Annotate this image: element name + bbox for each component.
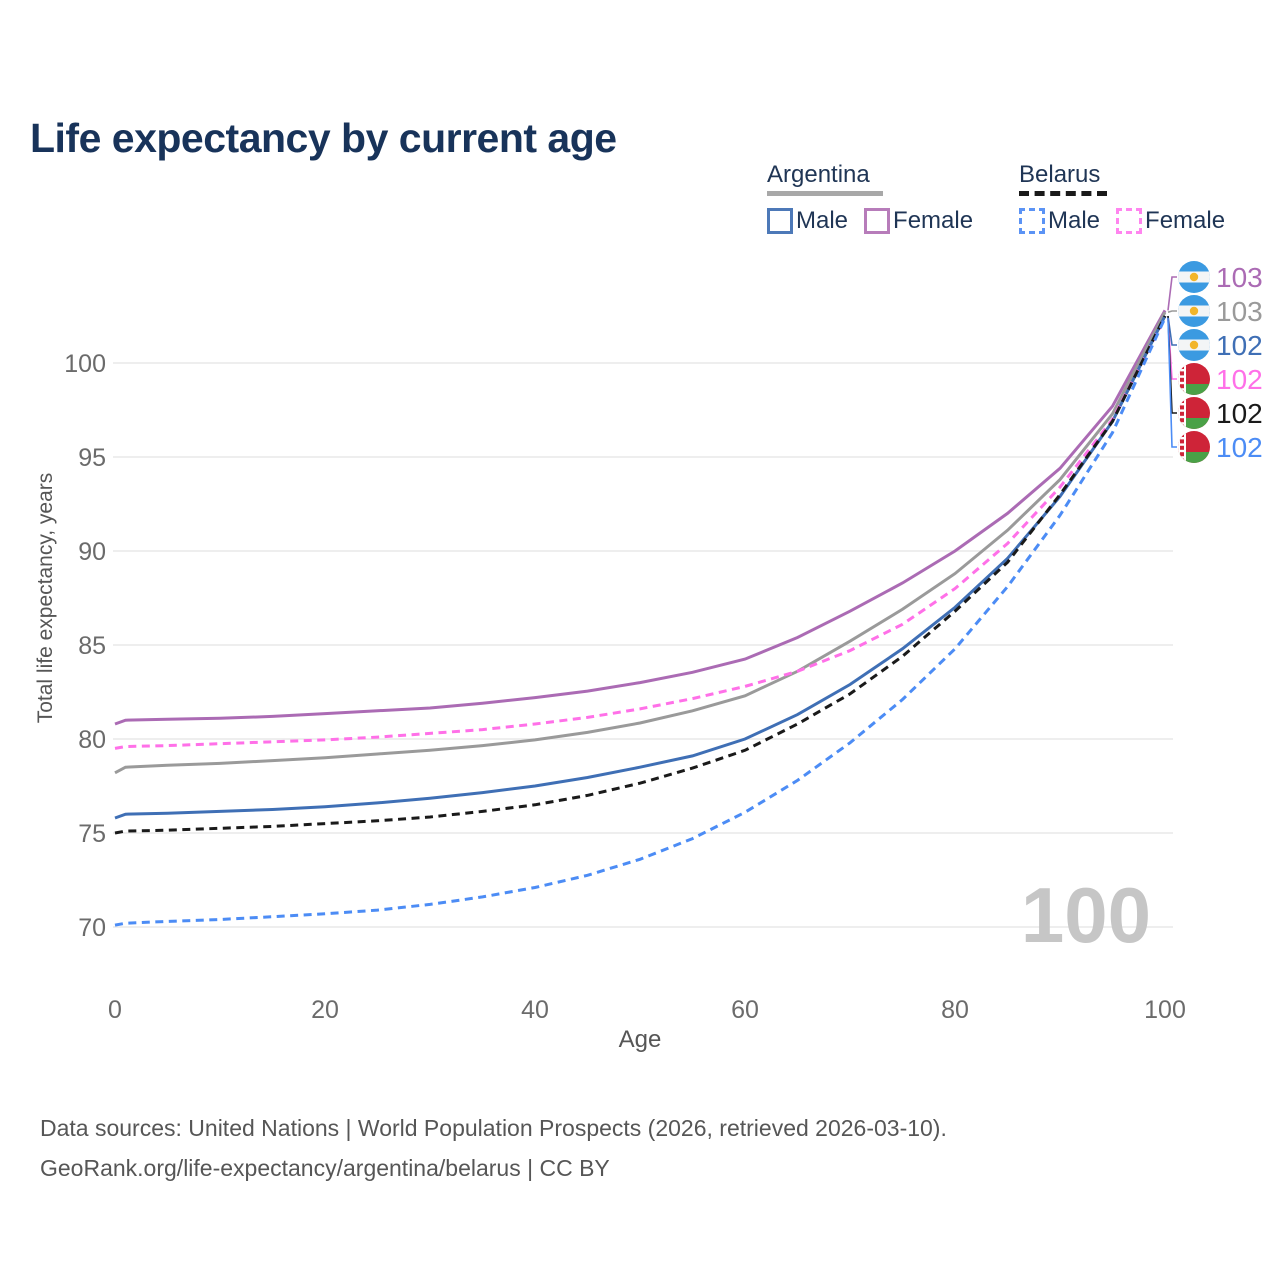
y-tick-100: 100 <box>64 350 106 378</box>
flag-ornament <box>1180 418 1184 423</box>
end-value-label-4: 102 <box>1216 398 1263 429</box>
flag-ornament <box>1180 399 1184 403</box>
flag-band <box>1178 384 1210 395</box>
flag-ornament <box>1180 384 1184 389</box>
legend-item-belarus-male[interactable]: Male <box>1019 207 1100 235</box>
flag-ornament <box>1180 365 1184 369</box>
end-value-label-5: 102 <box>1216 432 1263 463</box>
series-line-belarus-male <box>114 317 1167 927</box>
flag-ornament <box>1180 405 1184 410</box>
y-tick-95: 95 <box>78 444 106 472</box>
x-tick-100: 100 <box>1144 996 1186 1024</box>
x-tick-60: 60 <box>731 996 759 1024</box>
y-tick-85: 85 <box>78 632 106 660</box>
x-tick-0: 0 <box>108 996 122 1024</box>
belarus-flag-icon <box>1178 363 1210 395</box>
legend-title-belarus: Belarus <box>1019 161 1101 188</box>
flag-ornament <box>1180 458 1184 463</box>
flag-band <box>1178 452 1210 463</box>
flag-ornament <box>1180 377 1184 382</box>
leader-line-2 <box>1167 315 1177 346</box>
series-line-belarus-female <box>114 317 1167 750</box>
legend-swatch-belarus-male[interactable] <box>1019 208 1045 234</box>
legend-group-argentina: Argentina Male Female <box>767 162 973 235</box>
series-line-argentina-female <box>114 309 1167 726</box>
flag-sun <box>1189 306 1199 316</box>
footer: Data sources: United Nations | World Pop… <box>40 1108 947 1188</box>
flag-ornament <box>1180 433 1184 437</box>
y-axis-title: Total life expectancy, years <box>34 472 57 724</box>
flag-ornament <box>1180 371 1184 376</box>
leader-line-1 <box>1167 310 1177 313</box>
flag-band <box>1178 418 1210 429</box>
legend-swatch-belarus-female[interactable] <box>1116 208 1143 234</box>
legend-label-argentina-male: Male <box>796 207 849 234</box>
legend-item-argentina-male[interactable]: Male <box>767 207 848 235</box>
argentina-flag-icon <box>1178 261 1210 293</box>
legend-item-belarus-female[interactable]: Female <box>1116 207 1225 235</box>
legend-swatch-argentina-female[interactable] <box>864 208 891 234</box>
legend-linestyle-belarus <box>1019 191 1107 196</box>
age-watermark: 100 <box>1021 871 1151 959</box>
legend-label-argentina-female: Female <box>893 207 974 234</box>
leader-line-5 <box>1167 317 1177 448</box>
end-value-label-2: 102 <box>1216 330 1263 361</box>
flag-ornament <box>1180 439 1184 444</box>
legend-label-belarus-female: Female <box>1145 207 1226 234</box>
argentina-flag-icon <box>1178 329 1210 361</box>
x-tick-80: 80 <box>941 996 969 1024</box>
legend-item-argentina-female[interactable]: Female <box>864 207 973 235</box>
flag-ornament <box>1180 452 1184 457</box>
flag-sun <box>1189 272 1199 282</box>
x-tick-20: 20 <box>311 996 339 1024</box>
legend-title-argentina: Argentina <box>767 161 870 188</box>
flag-ornament <box>1180 445 1184 450</box>
legend-label-belarus-male: Male <box>1048 207 1101 234</box>
page-title: Life expectancy by current age <box>30 115 617 162</box>
end-value-label-0: 103 <box>1216 262 1263 293</box>
footer-data-sources: Data sources: United Nations | World Pop… <box>40 1115 947 1141</box>
belarus-flag-icon <box>1178 431 1210 463</box>
flag-ornament <box>1180 390 1184 395</box>
legend-swatch-argentina-male[interactable] <box>767 208 793 234</box>
y-tick-70: 70 <box>78 914 106 942</box>
x-tick-40: 40 <box>521 996 549 1024</box>
leader-line-0 <box>1167 276 1177 311</box>
series-line-argentina-both-sexes <box>114 311 1167 775</box>
end-value-label-1: 103 <box>1216 296 1263 327</box>
legend-group-belarus: Belarus Male Female <box>1019 162 1225 235</box>
argentina-flag-icon <box>1178 295 1210 327</box>
legend-linestyle-argentina <box>767 191 883 196</box>
end-value-label-3: 102 <box>1216 364 1263 395</box>
x-axis-title: Age <box>618 1026 662 1053</box>
flag-sun <box>1189 340 1199 350</box>
flag-ornament <box>1180 411 1184 416</box>
y-tick-80: 80 <box>78 726 106 754</box>
series-line-belarus-both-sexes <box>114 315 1167 835</box>
flag-ornament <box>1180 424 1184 429</box>
y-tick-75: 75 <box>78 820 106 848</box>
y-tick-90: 90 <box>78 538 106 566</box>
belarus-flag-icon <box>1178 397 1210 429</box>
footer-attribution: GeoRank.org/life-expectancy/argentina/be… <box>40 1155 610 1181</box>
series-line-argentina-male <box>114 315 1167 820</box>
